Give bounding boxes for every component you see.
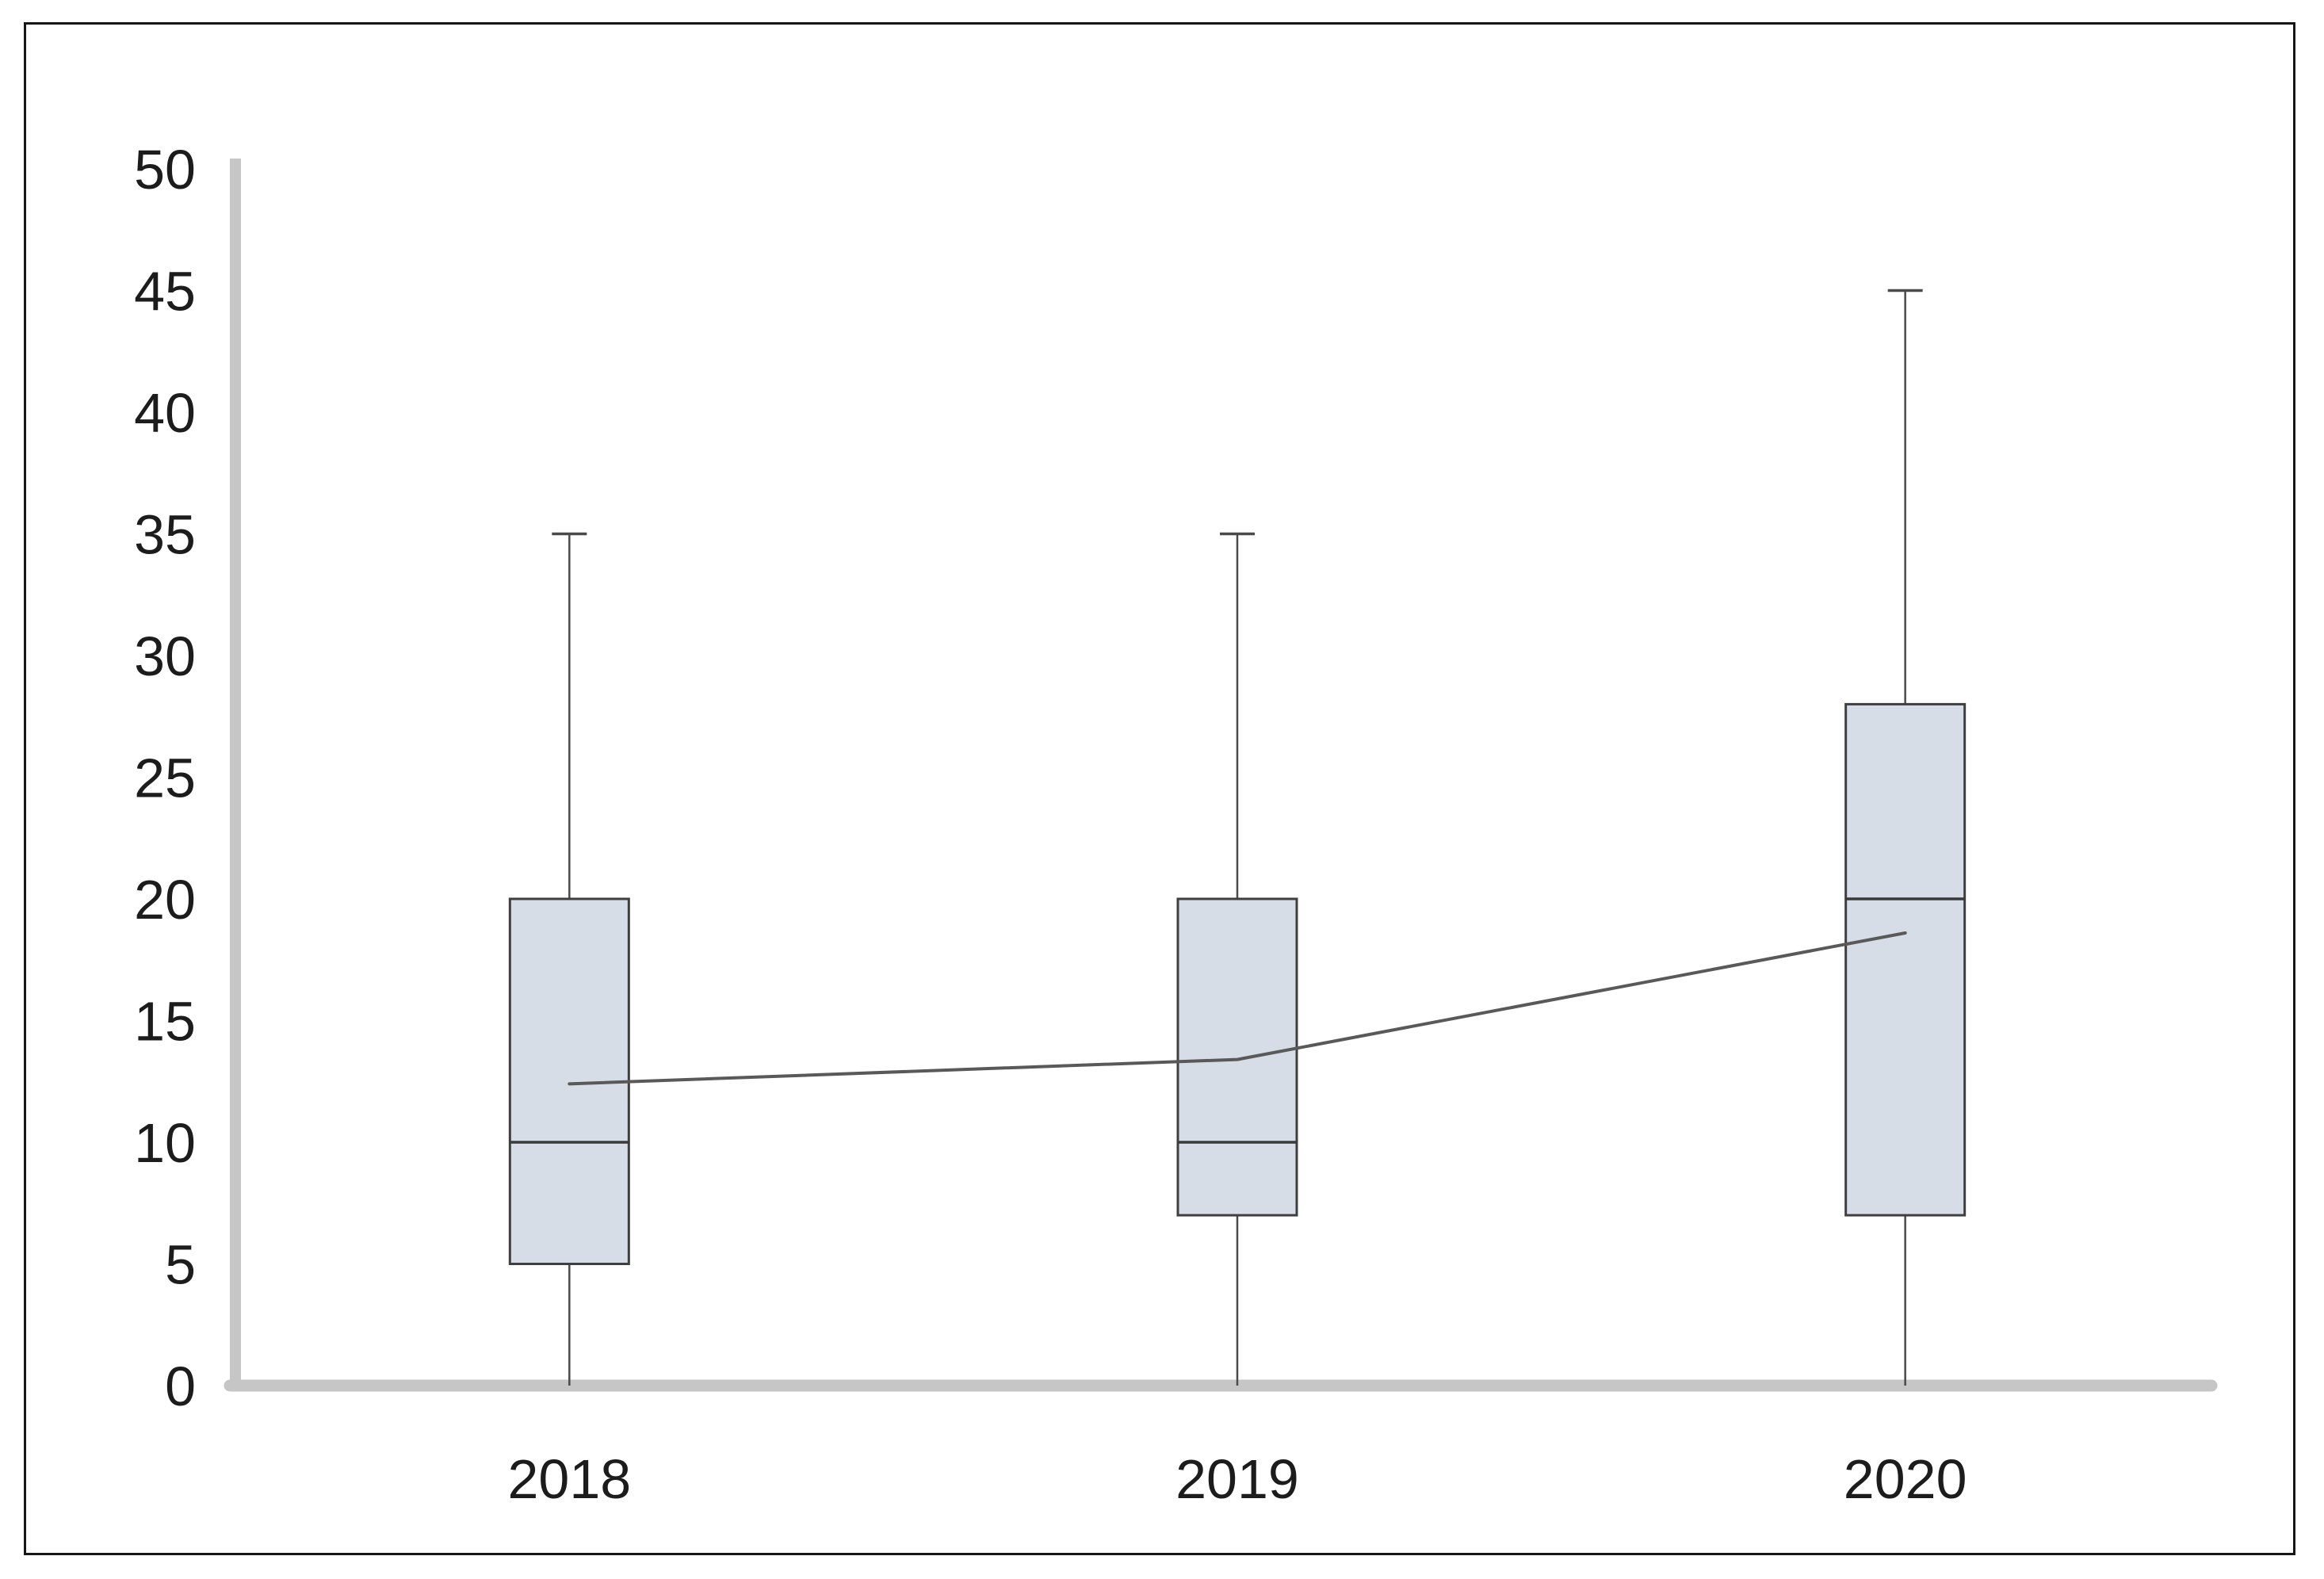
iqr-box	[1844, 702, 1967, 1217]
mean-trend-line	[568, 931, 1907, 1086]
y-tick-label: 30	[134, 625, 196, 687]
y-tick-label: 50	[134, 139, 196, 201]
x-tick-label: 2019	[1175, 1448, 1299, 1510]
y-tick-label: 20	[134, 869, 196, 931]
y-tick-label: 0	[165, 1355, 196, 1417]
x-tick-label: 2018	[507, 1448, 631, 1510]
y-tick-label: 25	[134, 747, 196, 809]
y-tick-label: 15	[134, 991, 196, 1053]
iqr-box	[1176, 897, 1298, 1217]
y-tick-label: 40	[134, 382, 196, 444]
y-tick-label: 10	[134, 1112, 196, 1174]
x-tick-label: 2020	[1844, 1448, 1967, 1510]
y-tick-label: 45	[134, 261, 196, 323]
y-tick-label: 5	[165, 1234, 196, 1296]
y-tick-label: 35	[134, 504, 196, 566]
